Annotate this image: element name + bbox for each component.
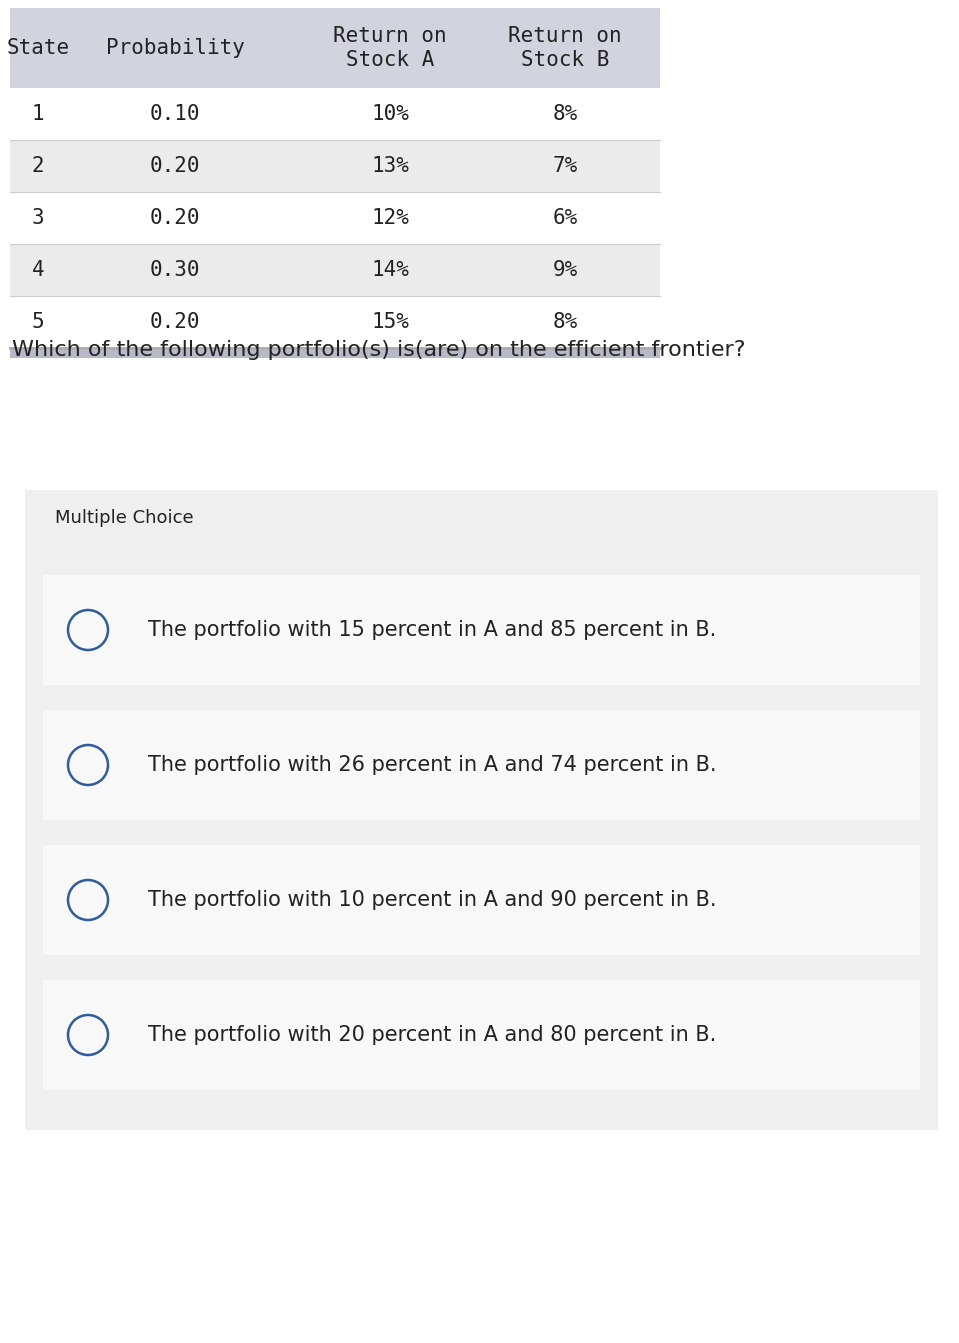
Text: Which of the following portfolio(s) is(are) on the efficient frontier?: Which of the following portfolio(s) is(a… [12,340,745,360]
Text: 12%: 12% [371,208,409,228]
Bar [10,140,660,192]
Bar [10,8,660,89]
Text: The portfolio with 15 percent in A and 85 percent in B.: The portfolio with 15 percent in A and 8… [148,620,716,641]
Text: 0.30: 0.30 [150,261,200,279]
Text: Return on
Stock B: Return on Stock B [508,26,621,70]
Text: 15%: 15% [371,312,409,332]
Bar [25,490,938,1129]
Text: Multiple Choice: Multiple Choice [55,509,194,526]
Bar [43,845,920,955]
Text: 6%: 6% [552,208,577,228]
Text: 7%: 7% [552,156,577,176]
Text: Return on
Stock A: Return on Stock A [333,26,447,70]
Text: 14%: 14% [371,261,409,279]
Text: 1: 1 [32,103,44,124]
Text: 0.20: 0.20 [150,312,200,332]
Bar [10,295,660,348]
Text: 8%: 8% [552,312,577,332]
Text: 9%: 9% [552,261,577,279]
Text: The portfolio with 10 percent in A and 90 percent in B.: The portfolio with 10 percent in A and 9… [148,890,716,911]
Bar [10,244,660,295]
Bar [10,192,660,244]
Text: 8%: 8% [552,103,577,124]
Text: 4: 4 [32,261,44,279]
Text: The portfolio with 26 percent in A and 74 percent in B.: The portfolio with 26 percent in A and 7… [148,755,716,775]
Text: 10%: 10% [371,103,409,124]
Text: 2: 2 [32,156,44,176]
Text: 13%: 13% [371,156,409,176]
Text: 3: 3 [32,208,44,228]
Text: 5: 5 [32,312,44,332]
Bar [43,980,920,1091]
Bar [43,710,920,821]
Bar [10,89,660,140]
Text: 0.20: 0.20 [150,156,200,176]
Text: The portfolio with 20 percent in A and 80 percent in B.: The portfolio with 20 percent in A and 8… [148,1025,716,1045]
Bar [43,575,920,685]
Text: 0.20: 0.20 [150,208,200,228]
Text: Probability: Probability [105,38,245,58]
Text: 0.10: 0.10 [150,103,200,124]
Bar [10,351,660,359]
Text: State: State [7,38,70,58]
